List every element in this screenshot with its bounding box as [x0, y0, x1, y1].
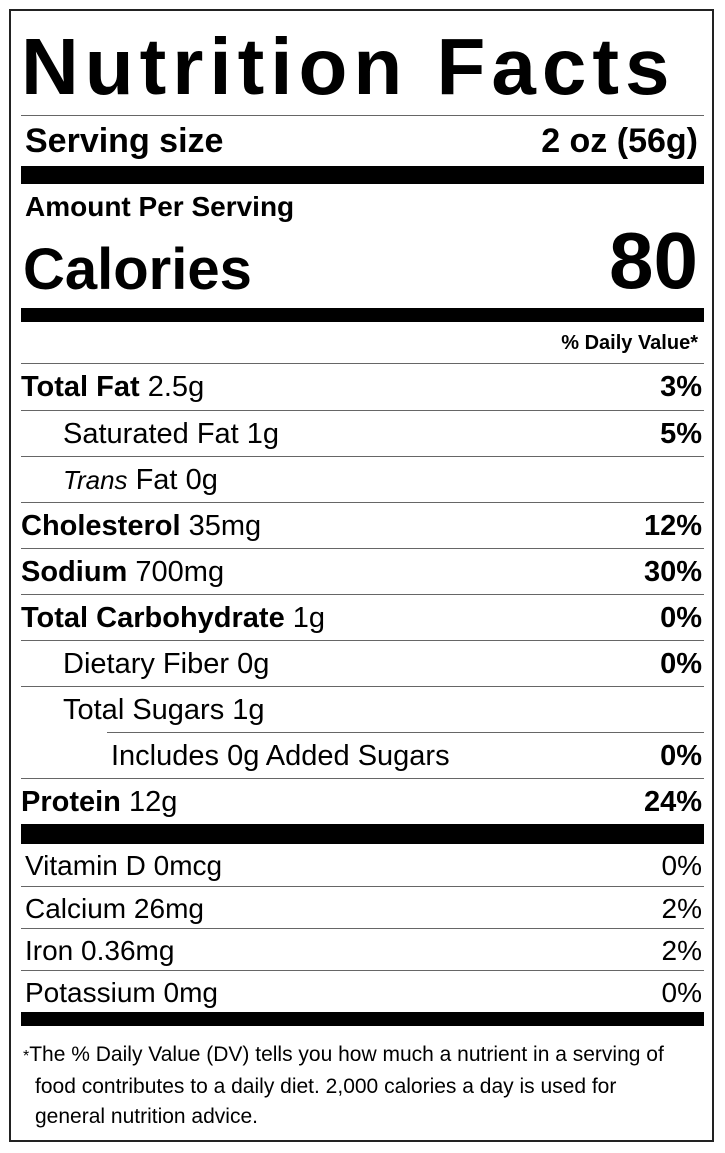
nutrient-list: Total Fat 2.5g 3% Saturated Fat 1g 5% Trans …: [21, 364, 704, 824]
vitamin-amount: 26mg: [133, 893, 204, 924]
vitamin-name: Iron: [25, 935, 74, 966]
nutrient-name: Sodium: [21, 556, 128, 588]
vitamin-name: Potassium: [25, 977, 156, 1008]
nutrient-text: Sodium 700mg: [21, 549, 224, 594]
nutrient-name: Fat: [135, 464, 178, 496]
title: Nutrition Facts: [21, 11, 704, 116]
vitamin-dv: 0%: [661, 977, 702, 1008]
daily-value: 30%: [643, 556, 702, 588]
nutrient-amount: 12g: [128, 786, 178, 818]
divider: [21, 308, 704, 322]
vitamin-row: Potassium 0mg 0%: [21, 970, 704, 1012]
nutrient-row: Protein 12g 24%: [21, 778, 704, 824]
nutrient-prefix: Trans: [63, 465, 128, 495]
vitamin-list: Vitamin D 0mcg 0% Calcium 26mg 2% Iron 0.36m…: [21, 844, 704, 1012]
vitamin-dv: 2%: [661, 935, 702, 966]
footnote-mark: *: [23, 1048, 30, 1065]
nutrient-row: Total Carbohydrate 1g 0%: [21, 594, 704, 640]
nutrient-text: Protein 12g: [21, 779, 177, 824]
divider: [21, 166, 704, 184]
vitamin-amount: 0.36mg: [81, 935, 175, 966]
vitamin-name: Vitamin D: [25, 850, 146, 881]
nutrient-name: Total Sugars: [63, 694, 225, 726]
nutrient-name: Saturated Fat: [63, 418, 239, 450]
nutrient-amount: 0g: [185, 464, 218, 496]
daily-value: 0%: [660, 602, 702, 634]
divider: [21, 824, 704, 844]
vitamin-row: Vitamin D 0mcg 0%: [21, 844, 704, 886]
nutrient-name: Includes 0g Added Sugars: [111, 740, 450, 772]
nutrient-text: Saturated Fat 1g: [63, 411, 279, 456]
nutrition-label: Nutrition Facts Serving size 2 oz (56g) …: [9, 9, 714, 1142]
divider: [21, 1012, 704, 1026]
vitamin-text: Calcium 26mg: [25, 887, 204, 928]
nutrient-name: Total Fat: [21, 371, 140, 403]
nutrient-text: Dietary Fiber 0g: [63, 641, 269, 686]
daily-value: 0%: [660, 648, 702, 680]
footnote-text: The % Daily Value (DV) tells you how muc…: [29, 1043, 664, 1128]
vitamin-text: Iron 0.36mg: [25, 929, 174, 970]
nutrient-name: Cholesterol: [21, 510, 181, 542]
nutrient-text: Cholesterol 35mg: [21, 503, 261, 548]
calories-value: 80: [609, 216, 698, 305]
nutrient-name: Total Carbohydrate: [21, 602, 285, 634]
nutrient-row: Total Sugars 1g: [21, 686, 704, 732]
nutrient-amount: 1g: [232, 694, 265, 726]
nutrient-row: Includes 0g Added Sugars 0%: [107, 732, 704, 778]
daily-value: 3%: [660, 371, 702, 403]
nutrient-name: Dietary Fiber: [63, 648, 229, 680]
nutrient-row: Saturated Fat 1g 5%: [21, 410, 704, 456]
daily-value: 5%: [660, 418, 702, 450]
nutrient-text: Total Carbohydrate 1g: [21, 595, 325, 640]
vitamin-row: Calcium 26mg 2%: [21, 886, 704, 928]
nutrient-amount: 2.5g: [147, 371, 205, 403]
vitamin-text: Vitamin D 0mcg: [25, 844, 222, 886]
nutrient-amount: 1g: [246, 418, 280, 450]
vitamin-amount: 0mcg: [153, 850, 223, 881]
nutrient-text: Includes 0g Added Sugars: [111, 733, 450, 778]
footnote: *The % Daily Value (DV) tells you how mu…: [21, 1026, 704, 1132]
daily-value: 0%: [660, 740, 702, 772]
nutrient-amount: 700mg: [135, 556, 225, 588]
vitamin-amount: 0mg: [163, 977, 218, 1008]
serving-value: 2 oz (56g): [541, 122, 698, 160]
nutrient-row: Dietary Fiber 0g 0%: [21, 640, 704, 686]
nutrient-row: Sodium 700mg 30%: [21, 548, 704, 594]
dv-header: % Daily Value*: [21, 322, 704, 364]
serving-label: Serving size: [25, 122, 224, 160]
vitamin-row: Iron 0.36mg 2%: [21, 928, 704, 970]
nutrient-amount: 35mg: [188, 510, 262, 542]
serving-row: Serving size 2 oz (56g): [21, 116, 704, 166]
nutrient-amount: 1g: [292, 602, 326, 634]
nutrient-amount: 0g: [237, 648, 270, 680]
amount-per-serving: Amount Per Serving: [25, 191, 295, 222]
calories-label: Calories: [23, 237, 252, 302]
nutrient-row: Cholesterol 35mg 12%: [21, 502, 704, 548]
nutrient-text: Trans Fat 0g: [63, 457, 218, 502]
vitamin-dv: 2%: [661, 893, 702, 924]
nutrient-name: Protein: [21, 786, 121, 818]
nutrient-text: Total Sugars 1g: [63, 687, 265, 732]
calories-row: Calories 80: [21, 216, 704, 305]
vitamin-dv: 0%: [661, 850, 702, 881]
vitamin-text: Potassium 0mg: [25, 971, 218, 1012]
nutrient-row: Trans Fat 0g: [21, 456, 704, 502]
daily-value: 24%: [643, 786, 702, 818]
nutrient-text: Total Fat 2.5g: [21, 364, 204, 410]
vitamin-name: Calcium: [25, 893, 127, 924]
nutrient-row: Total Fat 2.5g 3%: [21, 364, 704, 410]
daily-value: 12%: [643, 510, 702, 542]
